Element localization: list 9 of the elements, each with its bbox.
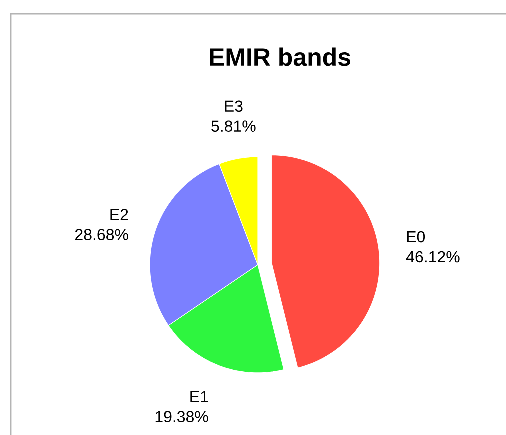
slice-label: E0 xyxy=(407,231,426,243)
chart-title: EMIR bands xyxy=(210,48,350,66)
slice-label: E3 xyxy=(225,100,243,112)
data-label: 19.38% xyxy=(156,411,208,422)
data-label: 46.12% xyxy=(406,251,460,263)
data-label: 5.81% xyxy=(212,120,256,132)
slice-label: E1 xyxy=(190,391,208,402)
slice-label: E2 xyxy=(110,209,128,220)
data-label: 28.68% xyxy=(76,229,128,240)
